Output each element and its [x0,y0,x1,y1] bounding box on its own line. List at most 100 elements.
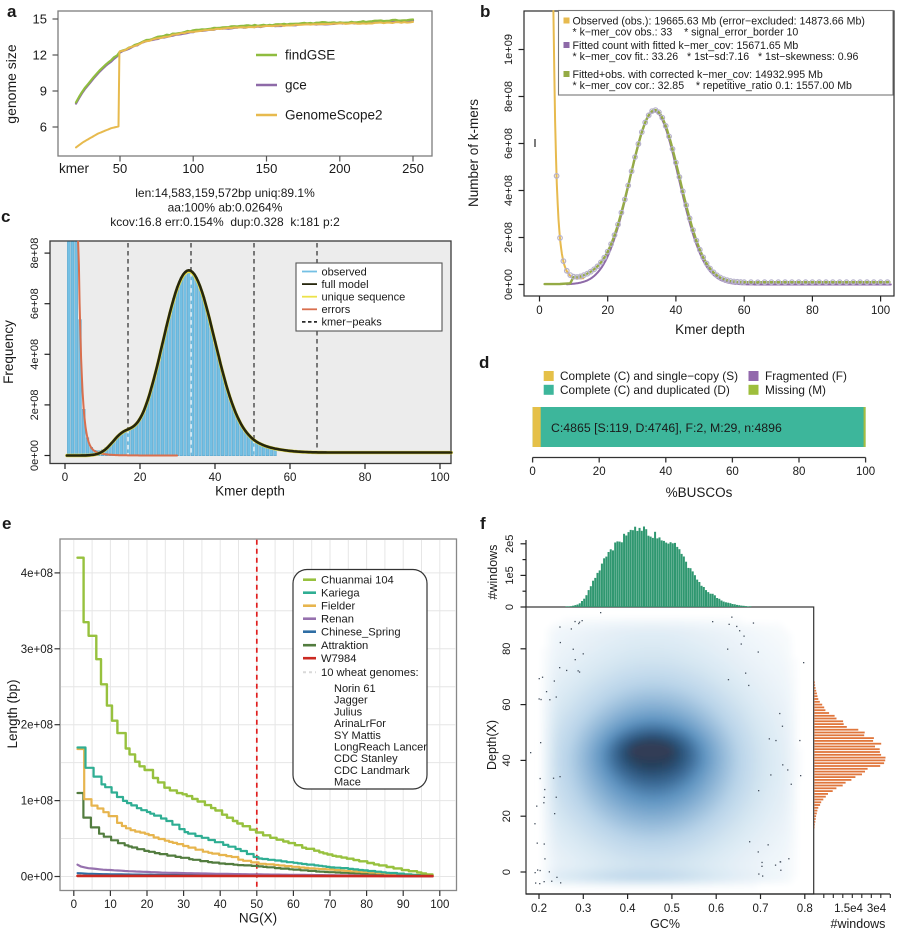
svg-text:SY Mattis: SY Mattis [334,730,381,742]
svg-text:50: 50 [250,899,263,911]
svg-text:9: 9 [40,84,47,99]
svg-text:0.5: 0.5 [664,903,680,915]
svg-text:100: 100 [430,472,449,484]
svg-text:6e+08: 6e+08 [29,288,41,319]
svg-text:NG(X): NG(X) [239,911,277,926]
svg-text:observed: observed [322,266,367,278]
svg-text:GC%: GC% [650,917,680,931]
svg-text:Chinese_Spring: Chinese_Spring [321,627,401,639]
svg-text:LongReach Lancer: LongReach Lancer [334,742,427,754]
svg-text:60: 60 [287,899,300,911]
svg-text:1.5e4: 1.5e4 [834,903,863,915]
svg-text:2e+08: 2e+08 [503,222,515,253]
svg-text:#windows: #windows [486,545,500,600]
svg-text:4e+08: 4e+08 [21,568,53,580]
svg-text:Fragmented (F): Fragmented (F) [765,369,847,383]
svg-text:40: 40 [214,899,227,911]
svg-text:Kmer depth: Kmer depth [215,484,285,499]
svg-text:10: 10 [104,899,117,911]
svg-text:100: 100 [856,466,875,478]
svg-text:Complete (C) and duplicated (D: Complete (C) and duplicated (D) [560,383,730,397]
svg-text:Mace: Mace [334,777,361,789]
svg-text:Fielder: Fielder [321,601,355,613]
svg-text:60: 60 [501,698,513,710]
svg-text:Renan: Renan [321,614,354,626]
svg-text:Attraktion: Attraktion [321,640,368,652]
svg-text:Kariega: Kariega [321,588,360,600]
svg-text:Chuanmai 104: Chuanmai 104 [321,575,394,587]
svg-text:80: 80 [360,899,373,911]
svg-text:* k−mer_cov fit.: 33.26 * 1s: * k−mer_cov fit.: 33.26 * 1st−sd:7.16 * … [573,51,859,63]
svg-text:90: 90 [397,899,410,911]
svg-text:100: 100 [871,305,890,317]
svg-text:40: 40 [209,472,222,484]
svg-text:errors: errors [322,304,351,316]
svg-text:20: 20 [601,305,614,317]
svg-text:gce: gce [285,78,307,93]
svg-text:100: 100 [430,899,449,911]
svg-text:60: 60 [726,466,739,478]
svg-text:200: 200 [329,161,351,176]
svg-text:aa:100% ab:0.0264%: aa:100% ab:0.0264% [168,201,283,215]
svg-text:2e+08: 2e+08 [21,720,53,732]
svg-text:Complete (C) and single−copy (: Complete (C) and single−copy (S) [560,369,738,383]
svg-text:80: 80 [359,472,372,484]
svg-text:80: 80 [793,466,806,478]
svg-text:0: 0 [504,604,516,610]
svg-text:0: 0 [529,466,535,478]
svg-text:Depth(X): Depth(X) [485,720,499,770]
svg-text:unique sequence: unique sequence [322,292,406,304]
svg-text:40: 40 [659,466,672,478]
svg-text:CDC Landmark: CDC Landmark [334,765,410,777]
svg-text:0: 0 [71,899,77,911]
svg-text:%BUSCOs: %BUSCOs [666,485,733,500]
svg-text:0.6: 0.6 [708,903,724,915]
svg-text:* k−mer_cov cor.: 32.85 * r: * k−mer_cov cor.: 32.85 * repetitive_rat… [573,80,853,92]
svg-text:3e+08: 3e+08 [21,644,53,656]
svg-text:genome size: genome size [3,44,19,124]
svg-text:15: 15 [33,12,47,27]
svg-text:0e+00: 0e+00 [503,269,515,300]
svg-text:30: 30 [177,899,190,911]
svg-text:len:14,583,159,572bp uniq:89.1: len:14,583,159,572bp uniq:89.1% [135,186,315,200]
svg-text:80: 80 [806,305,819,317]
svg-text:8e+08: 8e+08 [503,81,515,112]
svg-text:40: 40 [670,305,683,317]
svg-text:kmer: kmer [59,161,90,176]
svg-text:full model: full model [322,279,369,291]
svg-text:40: 40 [501,754,513,766]
svg-text:150: 150 [256,161,278,176]
svg-text:20: 20 [501,810,513,822]
svg-text:Length (bp): Length (bp) [5,679,20,748]
svg-text:0.3: 0.3 [575,903,591,915]
svg-text:c: c [1,207,10,226]
svg-text:Fitted count with fitted k−mer: Fitted count with fitted k−mer_cov: 1567… [573,40,799,52]
svg-text:Fitted+obs. with corrected k−m: Fitted+obs. with corrected k−mer_cov: 14… [573,69,823,81]
svg-text:Julius: Julius [334,706,363,718]
svg-text:70: 70 [324,899,337,911]
svg-text:0.7: 0.7 [753,903,769,915]
svg-text:kmer−peaks: kmer−peaks [322,317,383,329]
svg-text:1e5: 1e5 [504,566,516,584]
svg-text:W7984: W7984 [321,653,356,665]
svg-text:20: 20 [134,472,147,484]
svg-text:ArinaLrFor: ArinaLrFor [334,718,386,730]
svg-text:50: 50 [113,161,127,176]
svg-text:3e4: 3e4 [867,903,887,915]
svg-text:GenomeScope2: GenomeScope2 [285,108,383,123]
svg-text:f: f [480,514,486,533]
svg-text:b: b [480,2,490,21]
svg-text:C:4865 [S:119, D:4746], F:2, M: C:4865 [S:119, D:4746], F:2, M:29, n:489… [551,421,782,435]
svg-text:2e+08: 2e+08 [29,389,41,420]
svg-text:Kmer depth: Kmer depth [675,322,745,337]
svg-text:8e+08: 8e+08 [29,238,41,269]
svg-text:250: 250 [402,161,424,176]
svg-text:Norin 61: Norin 61 [334,683,376,695]
svg-text:4e+08: 4e+08 [503,175,515,206]
svg-text:0.4: 0.4 [620,903,637,915]
svg-text:CDC Stanley: CDC Stanley [334,753,398,765]
svg-text:0: 0 [536,305,542,317]
svg-text:60: 60 [738,305,751,317]
svg-text:0: 0 [501,869,513,875]
svg-text:a: a [7,2,17,21]
